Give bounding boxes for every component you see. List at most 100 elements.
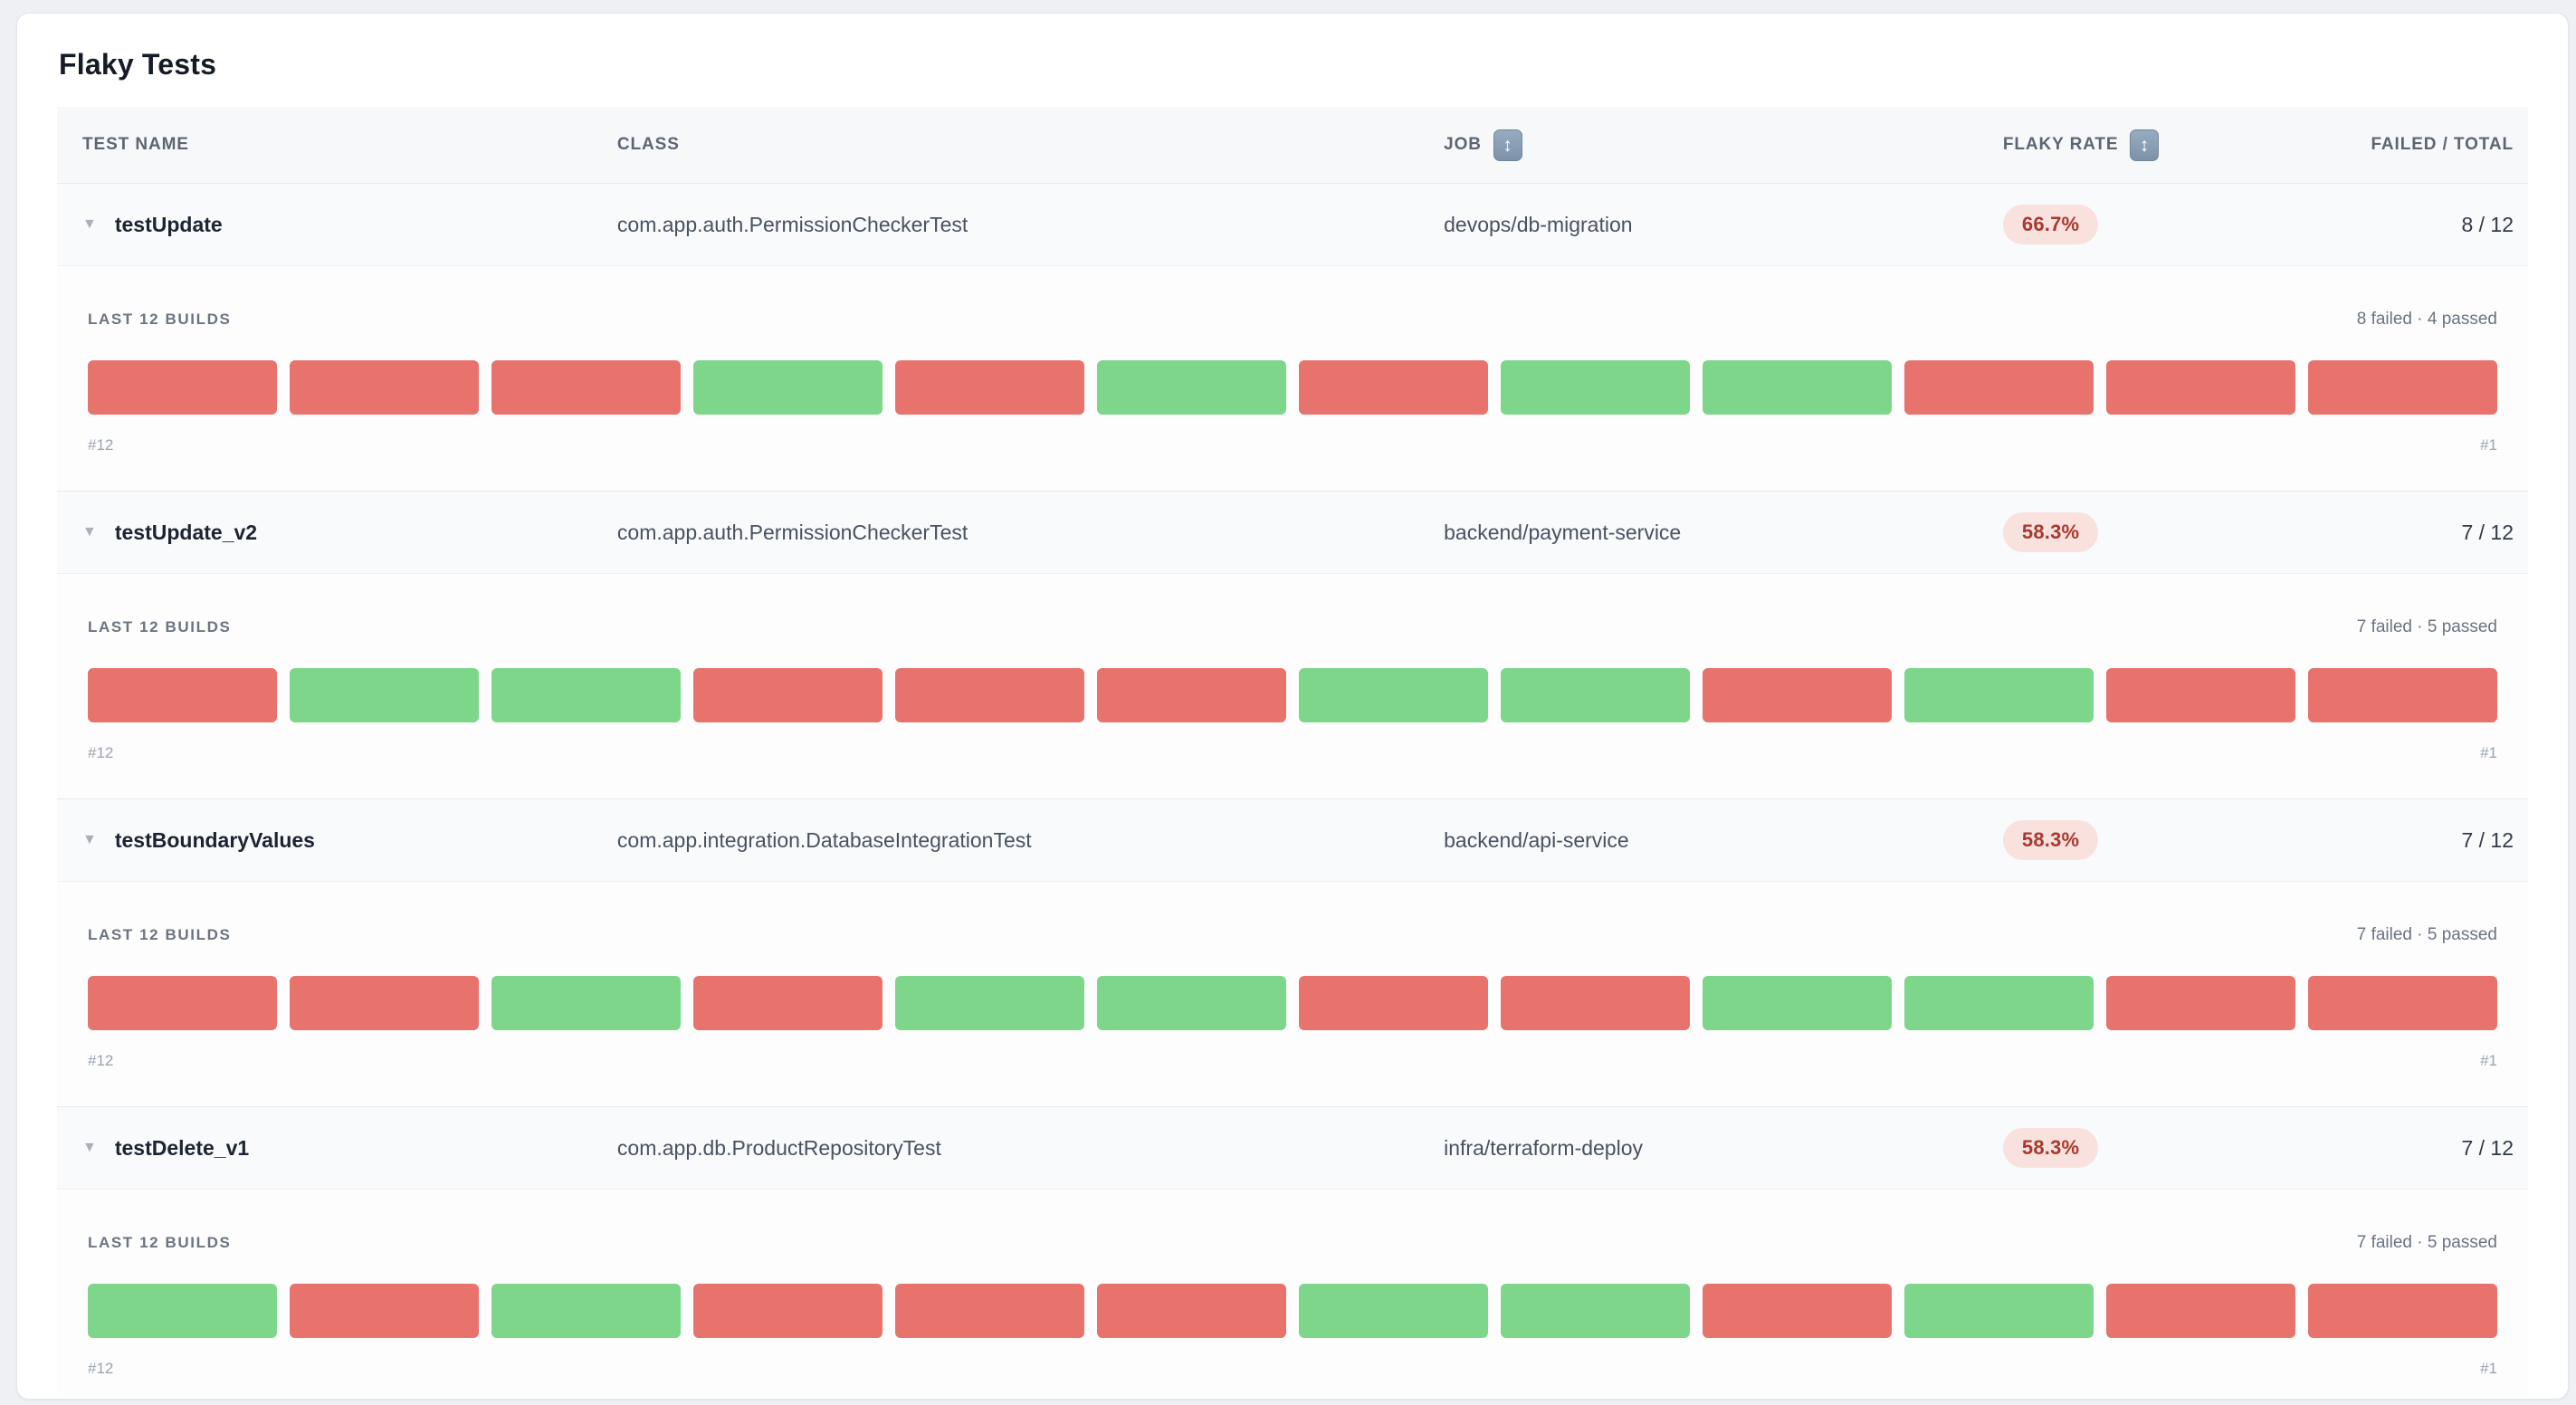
build-history-panel: LAST 12 BUILDS 8 failed · 4 passed #12 #… — [57, 265, 2528, 491]
last-build-number: #1 — [2480, 1360, 2497, 1377]
build-bar-failed[interactable] — [2308, 976, 2497, 1030]
build-bar-failed[interactable] — [2106, 1284, 2295, 1338]
build-bar-failed[interactable] — [895, 360, 1084, 415]
build-bar-failed[interactable] — [290, 1284, 479, 1338]
column-header-failed-total: FAILED / TOTAL — [2258, 135, 2514, 155]
build-bar-passed[interactable] — [693, 360, 883, 415]
build-bar-failed[interactable] — [693, 668, 883, 722]
column-header-job[interactable]: JOB ↕ — [1444, 129, 2003, 161]
build-bar-failed[interactable] — [1904, 360, 2094, 415]
test-class: com.app.auth.PermissionCheckerTest — [616, 520, 968, 544]
test-job: backend/api-service — [1444, 827, 1629, 852]
build-bar-failed[interactable] — [1097, 668, 1286, 722]
test-row-group: ▼ testUpdate com.app.auth.PermissionChec… — [57, 183, 2528, 491]
sort-icon[interactable]: ↕ — [1493, 129, 1522, 161]
builds-label: LAST 12 BUILDS — [88, 311, 232, 328]
column-header-class: CLASS — [617, 135, 1444, 155]
failed-total: 7 / 12 — [2461, 827, 2514, 852]
build-bar-passed[interactable] — [491, 976, 681, 1030]
build-bar-passed[interactable] — [290, 668, 479, 722]
build-bar-passed[interactable] — [1904, 976, 2094, 1030]
table-row[interactable]: ▼ testUpdate_v2 com.app.auth.PermissionC… — [57, 491, 2528, 573]
test-class: com.app.auth.PermissionCheckerTest — [616, 212, 968, 236]
build-range: #12 #1 — [88, 744, 2497, 762]
test-name: testBoundaryValues — [114, 827, 315, 852]
build-bar-failed[interactable] — [88, 360, 277, 415]
build-bar-passed[interactable] — [1501, 668, 1690, 722]
build-bar-failed[interactable] — [1501, 976, 1690, 1030]
build-bar-passed[interactable] — [491, 668, 681, 722]
table-row[interactable]: ▼ testDelete_v1 com.app.db.ProductReposi… — [57, 1106, 2528, 1189]
column-header-label: CLASS — [616, 135, 680, 154]
test-name: testDelete_v1 — [114, 1135, 250, 1160]
build-range: #12 #1 — [88, 1360, 2497, 1378]
build-bar-failed[interactable] — [1703, 668, 1892, 722]
build-history-header: LAST 12 BUILDS 7 failed · 5 passed — [88, 925, 2497, 945]
build-bar-passed[interactable] — [88, 1284, 277, 1338]
build-bar-passed[interactable] — [491, 1284, 681, 1338]
collapse-caret-icon[interactable]: ▼ — [82, 216, 97, 232]
collapse-caret-icon[interactable]: ▼ — [82, 1140, 97, 1155]
build-bar-passed[interactable] — [1703, 360, 1892, 415]
build-bar-failed[interactable] — [2106, 976, 2295, 1030]
table-body: ▼ testUpdate com.app.auth.PermissionChec… — [57, 183, 2528, 1399]
sort-icon[interactable]: ↕ — [2130, 129, 2160, 161]
test-class: com.app.integration.DatabaseIntegrationT… — [616, 827, 1032, 852]
build-bar-failed[interactable] — [290, 976, 479, 1030]
build-bar-passed[interactable] — [895, 976, 1084, 1030]
builds-summary: 8 failed · 4 passed — [2356, 310, 2497, 329]
last-build-number: #1 — [2480, 436, 2497, 454]
first-build-number: #12 — [88, 436, 114, 454]
test-name: testUpdate — [114, 212, 223, 236]
build-bar-failed[interactable] — [2106, 668, 2295, 722]
build-bar-failed[interactable] — [1097, 1284, 1286, 1338]
failed-total: 7 / 12 — [2461, 1135, 2514, 1160]
table-row[interactable]: ▼ testBoundaryValues com.app.integration… — [57, 798, 2528, 881]
build-bar-passed[interactable] — [1501, 1284, 1690, 1338]
build-bar-failed[interactable] — [693, 1284, 883, 1338]
test-class: com.app.db.ProductRepositoryTest — [616, 1135, 941, 1160]
flaky-rate-badge: 58.3% — [2002, 1128, 2099, 1168]
last-build-number: #1 — [2480, 744, 2497, 761]
build-range: #12 #1 — [88, 436, 2497, 454]
build-bar-passed[interactable] — [1299, 668, 1488, 722]
build-bar-failed[interactable] — [1703, 1284, 1892, 1338]
test-job: infra/terraform-deploy — [1444, 1135, 1643, 1160]
flaky-tests-card: Flaky Tests TEST NAME CLASS JOB ↕ FLAKY RATE… — [16, 13, 2569, 1400]
build-bar-passed[interactable] — [1703, 976, 1892, 1030]
first-build-number: #12 — [88, 1052, 114, 1069]
column-header-label: TEST NAME — [82, 135, 189, 154]
builds-summary: 7 failed · 5 passed — [2356, 925, 2497, 944]
flaky-rate-badge: 66.7% — [2002, 205, 2099, 244]
build-bar-passed[interactable] — [1904, 1284, 2094, 1338]
test-name: testUpdate_v2 — [114, 520, 258, 544]
test-job: backend/payment-service — [1444, 520, 1682, 544]
build-bar-failed[interactable] — [88, 668, 277, 722]
build-bar-failed[interactable] — [895, 1284, 1084, 1338]
build-bar-passed[interactable] — [1097, 976, 1286, 1030]
column-header-label: FLAKY RATE — [2002, 135, 2119, 154]
build-bar-failed[interactable] — [491, 360, 681, 415]
collapse-caret-icon[interactable]: ▼ — [82, 524, 97, 540]
build-bar-failed[interactable] — [2106, 360, 2295, 415]
build-bar-failed[interactable] — [2308, 1284, 2497, 1338]
build-bar-passed[interactable] — [1904, 668, 2094, 722]
flaky-rate-cell: 58.3% — [2002, 1128, 2258, 1168]
build-bar-failed[interactable] — [88, 976, 277, 1030]
collapse-caret-icon[interactable]: ▼ — [82, 832, 97, 847]
build-bar-failed[interactable] — [1299, 976, 1488, 1030]
build-bar-failed[interactable] — [2308, 668, 2497, 722]
builds-label: LAST 12 BUILDS — [88, 618, 232, 636]
column-header-flaky-rate[interactable]: FLAKY RATE ↕ — [2003, 129, 2258, 161]
test-row-group: ▼ testDelete_v1 com.app.db.ProductReposi… — [57, 1106, 2528, 1399]
build-bar-passed[interactable] — [1097, 360, 1286, 415]
build-bar-passed[interactable] — [1299, 1284, 1488, 1338]
build-bar-passed[interactable] — [1501, 360, 1690, 415]
build-bar-failed[interactable] — [2308, 360, 2497, 415]
table-row[interactable]: ▼ testUpdate com.app.auth.PermissionChec… — [57, 183, 2528, 265]
build-bar-failed[interactable] — [1299, 360, 1488, 415]
build-bar-failed[interactable] — [895, 668, 1084, 722]
build-bar-failed[interactable] — [693, 976, 883, 1030]
build-bar-failed[interactable] — [290, 360, 479, 415]
